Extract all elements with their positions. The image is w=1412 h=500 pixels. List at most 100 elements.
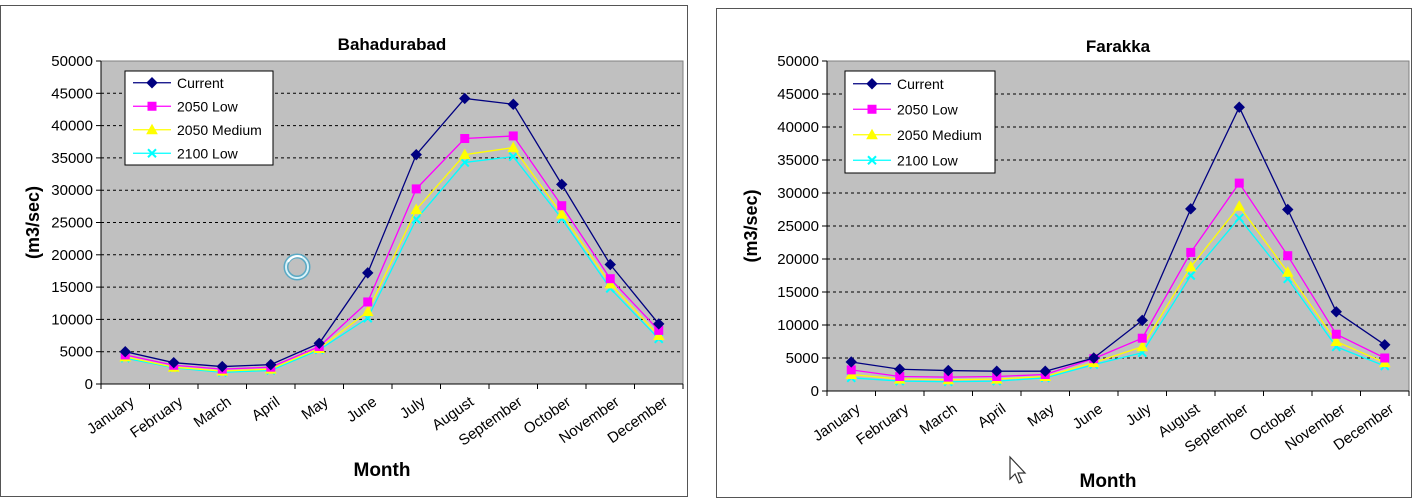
data-point [604,277,617,289]
data-point [508,151,518,162]
data-point [556,178,568,191]
data-point [1185,203,1197,215]
marker-stroke [147,148,157,158]
series-line [851,105,1386,372]
y-tick-label: 35000 [51,150,93,167]
legend-marker [866,78,878,90]
data-point [1039,365,1051,377]
y-tick-label: 5000 [786,350,819,367]
data-point [1136,340,1149,352]
legend-marker [146,77,158,89]
legend-marker [147,148,157,158]
series-line [125,97,660,368]
data-point [361,305,374,317]
legend-item: 2100 Low [133,145,239,161]
data-point [507,98,519,110]
data-point [458,148,471,160]
y-tick-label: 15000 [51,279,93,296]
legend-box [124,70,274,166]
data-point [555,208,568,219]
data-point [894,363,906,375]
legend-marker [866,128,878,140]
x-tick-label: February [127,393,186,442]
y-tick-label: 0 [811,383,819,400]
legend: Current 2050 Low 2050 Medium 2100 Low [124,70,274,166]
marker-stroke [1186,270,1196,281]
mouse-pointer-icon [1008,455,1028,485]
data-point [1233,101,1245,113]
y-tick-label: 45000 [777,86,819,103]
data-point [460,134,470,144]
legend-item: 2050 Low [853,101,959,117]
y-tick-label: 40000 [777,119,819,136]
x-axis-label: Month [1080,471,1137,492]
data-point [1380,353,1390,363]
data-point [1184,260,1197,272]
y-tick-label: 25000 [51,215,93,232]
legend-marker [147,101,157,111]
legend-box [844,70,996,174]
data-point [410,148,422,161]
data-point [991,365,1003,377]
y-tick-label: 10000 [777,317,819,334]
data-point [1331,329,1341,339]
x-tick-label: May [1025,400,1058,430]
y-tick-label: 10000 [51,311,93,328]
legend-marker [867,155,877,165]
y-tick-label: 30000 [777,185,819,202]
data-point [1233,200,1246,211]
x-tick-label: June [1070,400,1106,433]
x-axis-label: Month [354,460,411,481]
data-point [1330,335,1343,346]
x-tick-label: March [191,393,235,431]
legend-label: Current [177,75,224,91]
legend-marker [146,123,158,135]
legend-item: 2050 Medium [853,127,982,143]
y-tick-label: 35000 [777,152,819,169]
legend-item: 2100 Low [853,152,959,168]
series-line [125,146,660,372]
data-point [652,329,665,341]
legend-item: Current [133,75,224,91]
data-point [1281,266,1294,277]
legend-item: Current [853,76,944,92]
marker-stroke [460,157,470,168]
data-point [362,267,374,279]
data-point [845,356,857,368]
y-tick-label: 0 [85,376,93,393]
data-point [557,201,567,211]
chart-farakka: 0 5000 10000 15000 20000 25000 30000 35000 40000… [716,8,1412,498]
data-point [653,318,665,330]
y-tick-label: 20000 [777,251,819,268]
data-point [1186,270,1196,281]
data-point [216,360,228,373]
x-tick-label: February [853,400,912,449]
y-tick-label: 20000 [51,247,93,264]
busy-spinner-icon [282,252,312,282]
chart-title: Farakka [1086,37,1151,56]
series-current [119,92,665,373]
y-tick-label: 30000 [51,182,93,199]
data-point [1136,314,1148,327]
marker-stroke [1234,213,1244,223]
data-point [1234,178,1244,188]
data-point [410,203,423,215]
chart-farakka-svg: 0 5000 10000 15000 20000 25000 30000 35000 40000… [741,37,1410,492]
data-point [265,358,277,371]
y-tick-label: 25000 [777,218,819,235]
legend-label: 2050 Medium [897,127,982,143]
x-tick-label: March [917,400,961,438]
y-axis-label: (m3/sec) [23,186,43,259]
series-line [125,135,660,370]
y-tick-label: 15000 [777,284,819,301]
chart-bahadurabad-svg: 0 5000 10000 15000 20000 25000 30000 35000 40000… [23,35,684,481]
data-point [1137,333,1147,343]
y-tick-label: 45000 [51,85,93,102]
y-tick-label: 40000 [51,118,93,135]
data-point [363,297,373,307]
data-point [1282,203,1294,216]
y-tick-label: 50000 [51,53,93,70]
legend-label: 2050 Low [177,98,239,114]
series-line [851,181,1386,378]
y-axis-label: (m3/sec) [741,189,761,262]
